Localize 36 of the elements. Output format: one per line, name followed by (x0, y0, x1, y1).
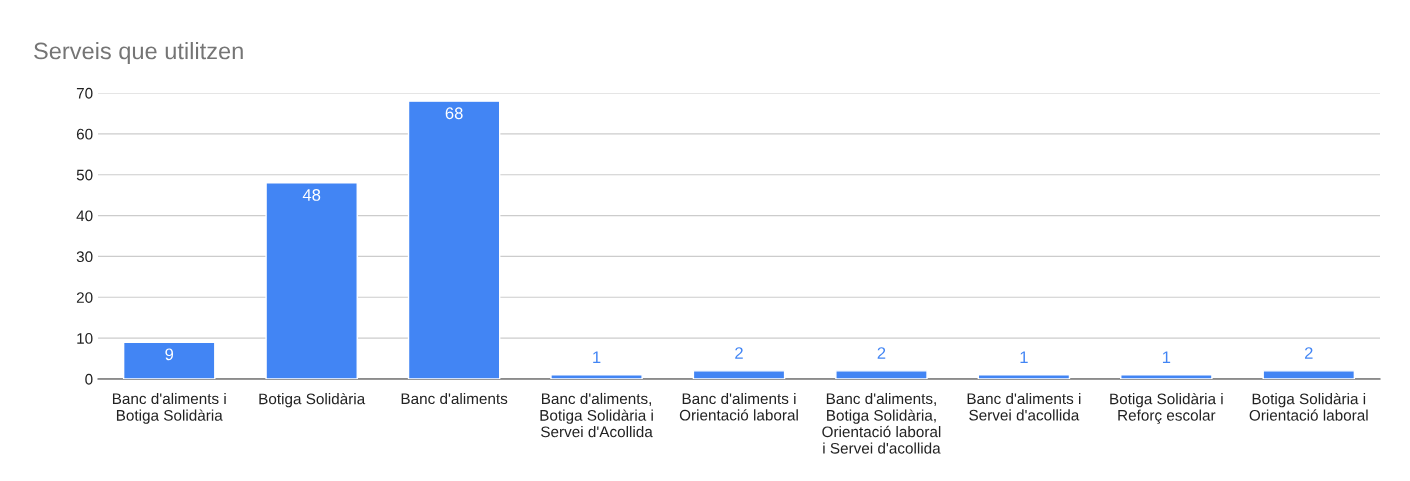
y-tick-label: 50 (76, 169, 93, 181)
bar (122, 341, 216, 379)
x-tick-label: Banc d'aliments i Botiga Solidària (112, 392, 226, 424)
y-tick-label: 40 (76, 210, 93, 222)
bar (550, 374, 643, 379)
data-label: 1 (1162, 351, 1171, 363)
x-tick-label: Banc d'aliments, Botiga Solidària i Servei d'Acollida (540, 392, 653, 438)
x-tick-label: Banc d'aliments, Botiga Solidària, Orientació laboral i Servei d'acollida (822, 392, 941, 454)
bar (692, 370, 786, 379)
y-tick-label: 60 (76, 128, 93, 140)
y-tick-label: 0 (85, 373, 93, 385)
y-tick-label: 10 (77, 333, 93, 344)
bar (1262, 370, 1356, 379)
bar (835, 370, 928, 379)
x-tick-label: Banc d'aliments (401, 392, 508, 405)
bar (265, 182, 358, 379)
data-label: 68 (445, 107, 463, 120)
data-label: 2 (877, 347, 886, 359)
y-tick-label: 20 (76, 292, 93, 303)
bar (977, 374, 1071, 379)
y-tick-label: 70 (76, 87, 93, 99)
bar (1120, 374, 1213, 379)
x-tick-label: Banc d'aliments i Servei d'acollida (967, 392, 1081, 421)
bar (407, 100, 501, 379)
x-tick-label: Botiga Solidària i Orientació laboral (1249, 392, 1368, 421)
data-label: 48 (302, 189, 321, 201)
data-label: 9 (165, 348, 174, 361)
x-tick-label: Botiga Solidària i Reforç escolar (1110, 392, 1223, 424)
data-label: 2 (735, 347, 743, 359)
chart-title: Serveis que utilitzen (34, 42, 243, 64)
data-label: 1 (593, 351, 601, 363)
data-label: 1 (1020, 351, 1028, 363)
y-tick-label: 30 (76, 251, 93, 263)
x-tick-label: Botiga Solidària (259, 392, 366, 408)
x-tick-label: Banc d'aliments i Orientació laboral (679, 392, 798, 421)
data-label: 2 (1304, 347, 1313, 359)
